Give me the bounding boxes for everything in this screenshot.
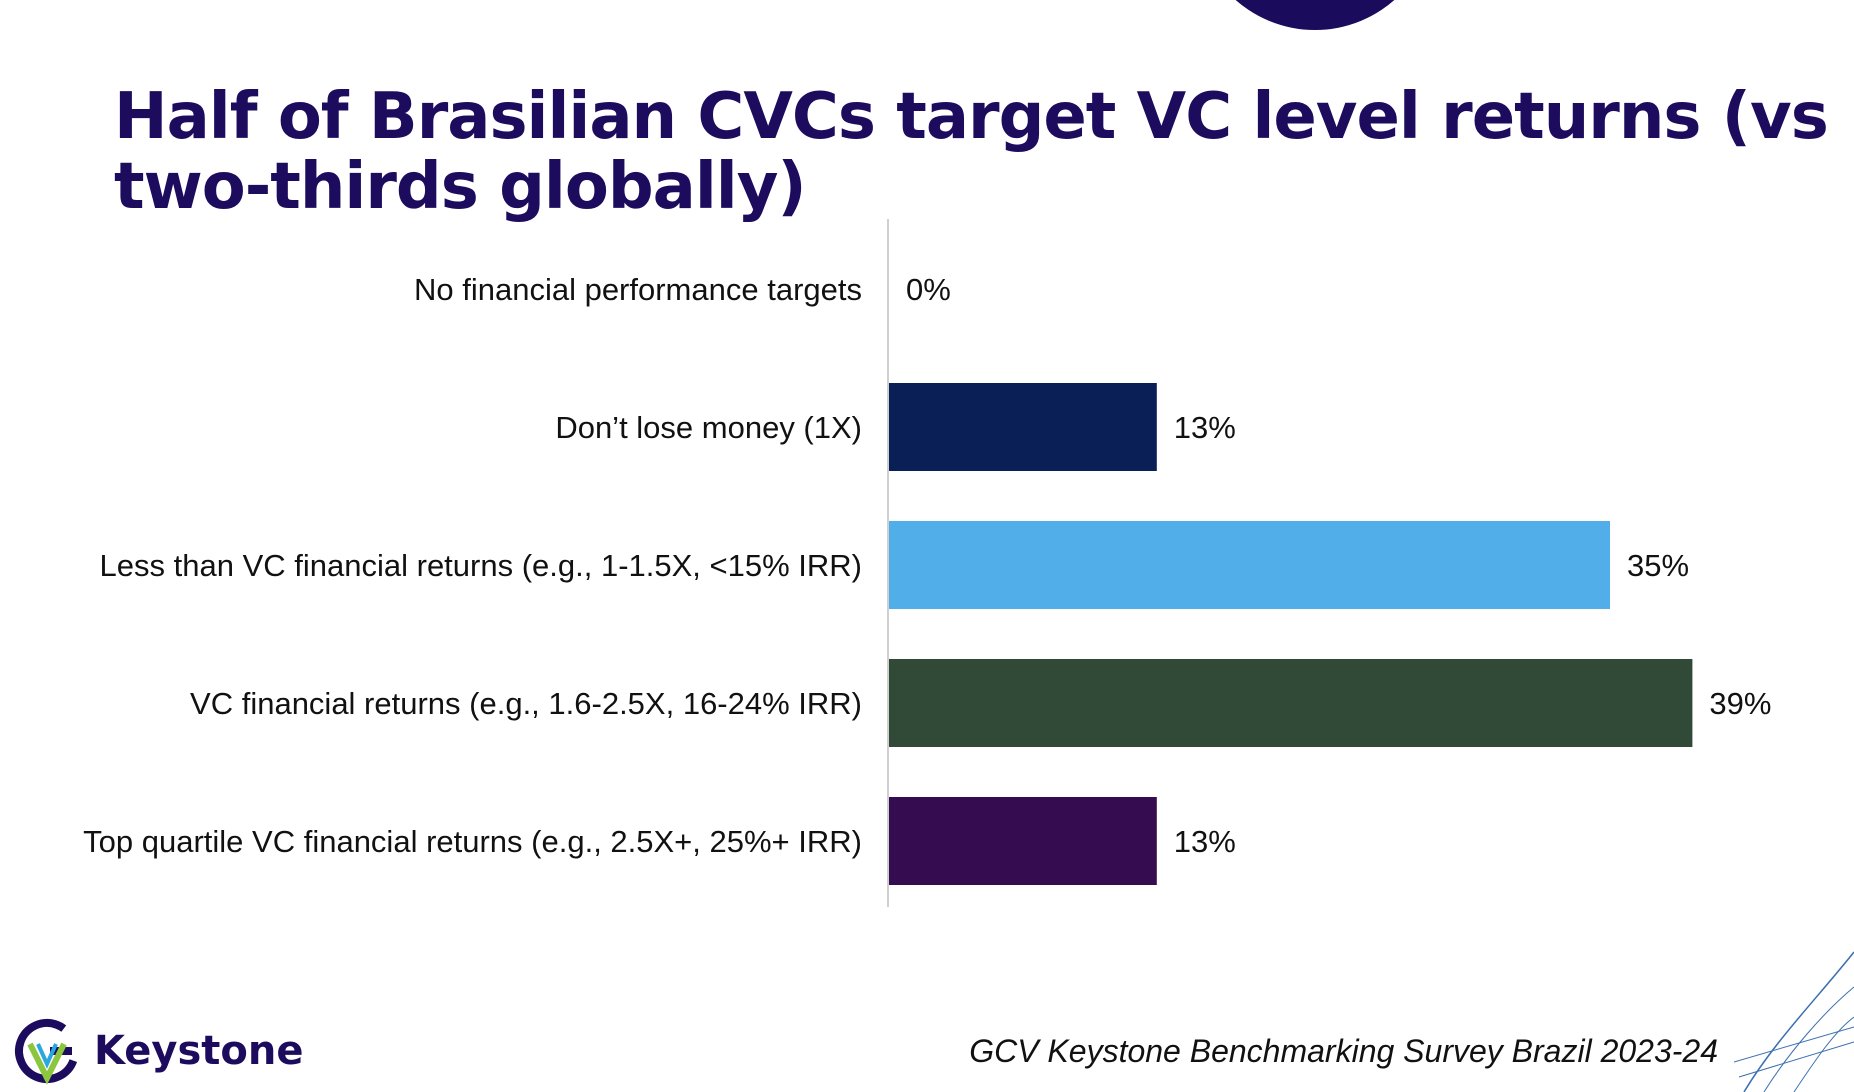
decorative-lines xyxy=(1734,951,1854,1092)
bar xyxy=(889,797,1157,885)
category-label: Less than VC financial returns (e.g., 1-… xyxy=(100,548,862,583)
value-labels: 0% 13% 35% 39% 13% xyxy=(906,272,1771,859)
logo-wordmark: Keystone xyxy=(94,1028,304,1074)
bar xyxy=(889,521,1610,609)
value-label: 35% xyxy=(1627,548,1689,583)
category-label: VC financial returns (e.g., 1.6-2.5X, 16… xyxy=(190,686,862,721)
value-label: 13% xyxy=(1174,824,1236,859)
bars xyxy=(889,383,1693,885)
value-label: 0% xyxy=(906,272,951,307)
title-line-1: Half of Brasilian CVCs target VC level r… xyxy=(114,80,1829,154)
value-label: 39% xyxy=(1709,686,1771,721)
category-label: No financial performance targets xyxy=(414,272,862,307)
category-label: Top quartile VC financial returns (e.g.,… xyxy=(83,824,862,859)
bar xyxy=(889,659,1693,747)
source-note: GCV Keystone Benchmarking Survey Brazil … xyxy=(969,1033,1718,1069)
page-title: Half of Brasilian CVCs target VC level r… xyxy=(114,80,1829,224)
keystone-logo: Keystone xyxy=(12,1015,304,1087)
bar xyxy=(889,383,1157,471)
decorative-circle xyxy=(1195,0,1435,30)
category-labels: No financial performance targets Don’t lo… xyxy=(83,272,862,859)
category-label: Don’t lose money (1X) xyxy=(555,410,862,445)
keystone-g-logo-icon xyxy=(15,1019,79,1085)
value-label: 13% xyxy=(1174,410,1236,445)
bar-chart: No financial performance targets Don’t lo… xyxy=(83,219,1771,907)
title-line-2: two-thirds globally) xyxy=(114,150,807,224)
